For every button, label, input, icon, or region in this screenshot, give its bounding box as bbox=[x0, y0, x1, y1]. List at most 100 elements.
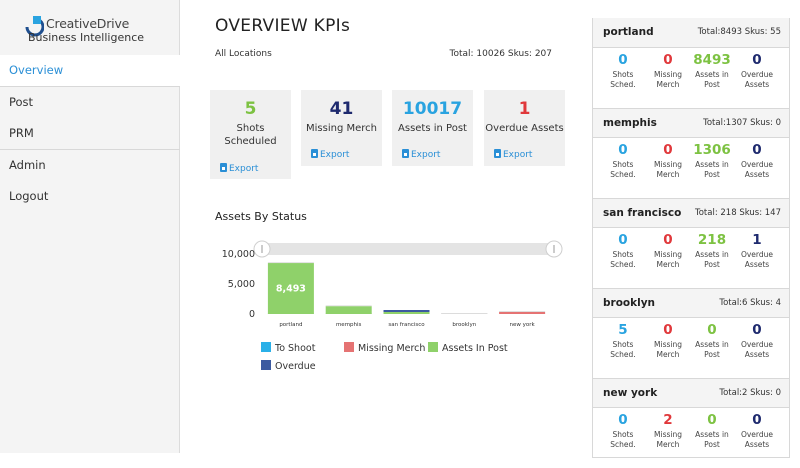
location-stat-value: 1 bbox=[752, 232, 762, 248]
location-stat-label: Shots Sched. bbox=[610, 340, 636, 359]
location-stat-value: 0 bbox=[618, 412, 628, 428]
sidebar: CreativeDrive Business Intelligence Over… bbox=[0, 0, 180, 453]
legend-swatch bbox=[428, 342, 438, 352]
y-tick-label: 0 bbox=[249, 309, 255, 320]
nav-item-prm[interactable]: PRM bbox=[9, 126, 34, 140]
kpi-label: Assets in Post bbox=[398, 123, 467, 134]
location-stat-label: Overdue Assets bbox=[740, 430, 774, 449]
creativedrive-logo-icon bbox=[25, 16, 44, 37]
location-stat-value: 0 bbox=[752, 412, 762, 428]
range-slider-track bbox=[262, 243, 554, 255]
location-card: san francisco Total: 218 Skus: 147 0 Shots … bbox=[593, 198, 789, 288]
location-header[interactable]: san francisco Total: 218 Skus: 147 bbox=[593, 198, 789, 228]
location-stat-label: Shots Sched. bbox=[610, 160, 636, 179]
legend-item-assets-in-post[interactable]: Assets In Post bbox=[428, 342, 508, 354]
location-stat: 1306 Assets in Post bbox=[690, 141, 734, 180]
legend-swatch bbox=[344, 342, 354, 352]
brand-tagline: Business Intelligence bbox=[28, 31, 145, 44]
location-header[interactable]: new york Total:2 Skus: 0 bbox=[593, 378, 789, 408]
location-stat-value: 0 bbox=[618, 232, 628, 248]
nav-item-overview[interactable]: Overview bbox=[0, 55, 180, 86]
location-stat-label: Overdue Assets bbox=[740, 70, 774, 89]
overall-totals: Total: 10026 Skus: 207 bbox=[449, 49, 552, 59]
export-link[interactable]: Export bbox=[494, 149, 532, 160]
location-stat: 2 Missing Merch bbox=[646, 411, 690, 450]
location-stat: 0 Shots Sched. bbox=[601, 411, 645, 450]
nav-divider bbox=[0, 86, 180, 87]
location-filter-label: All Locations bbox=[215, 49, 272, 59]
location-stat-value: 0 bbox=[707, 322, 717, 338]
location-header[interactable]: memphis Total:1307 Skus: 0 bbox=[593, 108, 789, 138]
location-stat-value: 0 bbox=[618, 142, 628, 158]
location-name: brooklyn bbox=[603, 297, 656, 309]
location-stat-label: Overdue Assets bbox=[740, 250, 774, 269]
location-stat: 0 Shots Sched. bbox=[601, 141, 645, 180]
location-totals: Total:6 Skus: 4 bbox=[719, 298, 781, 308]
location-name: portland bbox=[603, 26, 654, 38]
kpi-shots-scheduled: 5 Shots Scheduled Export bbox=[210, 90, 291, 179]
location-header[interactable]: portland Total:8493 Skus: 55 bbox=[593, 18, 789, 48]
location-stat-value: 8493 bbox=[693, 52, 731, 68]
location-stat: 0 Overdue Assets bbox=[735, 51, 779, 90]
kpi-label: Missing Merch bbox=[306, 123, 377, 134]
location-stat: 1 Overdue Assets bbox=[735, 231, 779, 270]
file-export-icon bbox=[220, 163, 227, 172]
legend-swatch bbox=[261, 342, 271, 352]
kpi-assets-in-post: 10017 Assets in Post Export bbox=[392, 90, 473, 166]
kpi-overdue-assets: 1 Overdue Assets Export bbox=[484, 90, 565, 166]
x-tick-label: brooklyn bbox=[452, 322, 476, 328]
kpi-card: 1 Overdue Assets bbox=[484, 90, 565, 143]
export-link[interactable]: Export bbox=[311, 149, 349, 160]
legend-label: To Shoot bbox=[275, 343, 316, 354]
export-label: Export bbox=[320, 150, 350, 160]
location-stat-label: Assets in Post bbox=[695, 250, 729, 269]
location-stat-label: Shots Sched. bbox=[610, 70, 636, 89]
kpi-card: 10017 Assets in Post bbox=[392, 90, 473, 143]
chart-bar bbox=[267, 262, 314, 264]
location-stat: 0 Missing Merch bbox=[646, 321, 690, 360]
file-export-icon bbox=[494, 149, 501, 158]
legend-item-missing-merch[interactable]: Missing Merch bbox=[344, 342, 425, 354]
kpi-value: 10017 bbox=[402, 99, 463, 119]
brand-name: CreativeDrive bbox=[46, 16, 130, 31]
location-stat: 0 Overdue Assets bbox=[735, 411, 779, 450]
location-stat-value: 0 bbox=[707, 412, 717, 428]
legend-item-overdue[interactable]: Overdue bbox=[261, 360, 316, 372]
kpi-card: 5 Shots Scheduled bbox=[210, 90, 291, 147]
nav-item-logout[interactable]: Logout bbox=[9, 189, 49, 203]
location-stat-value: 0 bbox=[618, 52, 628, 68]
export-link[interactable]: Export bbox=[220, 163, 258, 174]
location-stat: 0 Shots Sched. bbox=[601, 231, 645, 270]
export-link[interactable]: Export bbox=[402, 149, 440, 160]
kpi-label: Overdue Assets bbox=[485, 123, 564, 134]
x-tick-label: san francisco bbox=[388, 322, 425, 328]
y-tick-label: 10,000 bbox=[222, 249, 255, 260]
legend-label: Missing Merch bbox=[358, 343, 426, 354]
legend-item-to-shoot[interactable]: To Shoot bbox=[261, 342, 315, 354]
chart-bar bbox=[499, 311, 546, 312]
nav-item-admin[interactable]: Admin bbox=[9, 158, 46, 172]
location-stat-label: Assets in Post bbox=[695, 340, 729, 359]
location-stat-value: 0 bbox=[663, 232, 673, 248]
location-stat-value: 5 bbox=[618, 322, 628, 338]
sidebar-nav: Overview Post PRM Admin Logout bbox=[0, 55, 180, 212]
page-title: OVERVIEW KPIs bbox=[215, 16, 351, 36]
chart-title: Assets By Status bbox=[215, 210, 307, 223]
location-stat: 0 Overdue Assets bbox=[735, 141, 779, 180]
chart-bar bbox=[325, 306, 372, 314]
nav-divider bbox=[0, 149, 180, 150]
legend-label: Assets In Post bbox=[442, 343, 508, 354]
location-stat-label: Assets in Post bbox=[695, 70, 729, 89]
location-stat-label: Overdue Assets bbox=[740, 340, 774, 359]
chart-bar bbox=[325, 305, 372, 307]
location-stat-label: Shots Sched. bbox=[610, 250, 636, 269]
file-export-icon bbox=[402, 149, 409, 158]
main-content: OVERVIEW KPIs All Locations Total: 10026… bbox=[180, 0, 591, 453]
location-stat: 0 Missing Merch bbox=[646, 51, 690, 90]
location-stat-label: Missing Merch bbox=[654, 340, 682, 359]
location-totals: Total: 218 Skus: 147 bbox=[694, 208, 781, 218]
nav-item-post[interactable]: Post bbox=[9, 95, 34, 109]
location-header[interactable]: brooklyn Total:6 Skus: 4 bbox=[593, 288, 789, 318]
kpi-card: 41 Missing Merch bbox=[301, 90, 382, 143]
y-tick-label: 5,000 bbox=[228, 279, 255, 290]
